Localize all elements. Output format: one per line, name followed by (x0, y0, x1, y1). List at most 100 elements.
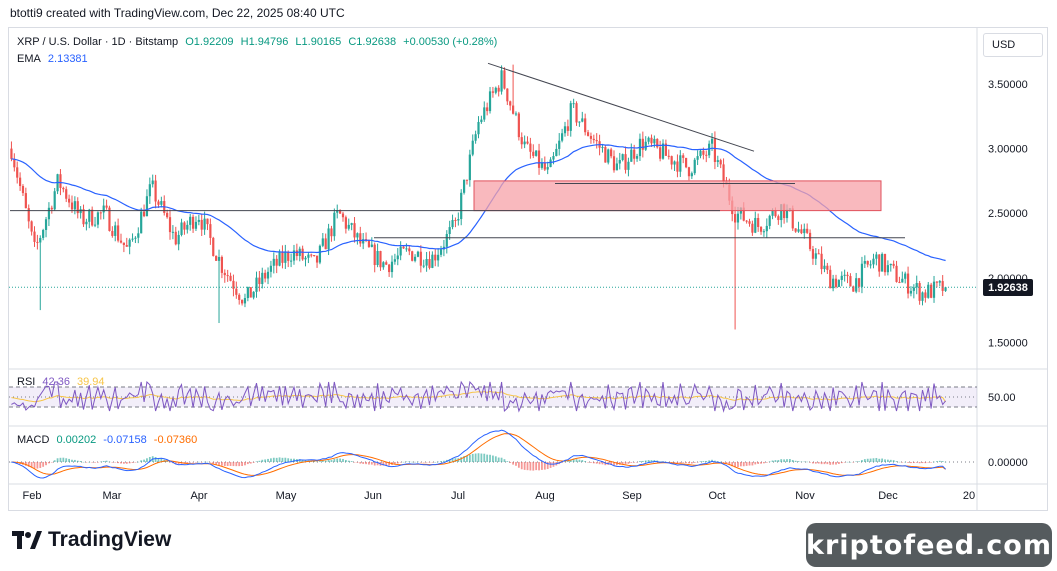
candle-body (661, 143, 665, 159)
macd-histogram-bar (212, 462, 215, 464)
candle-body (653, 138, 656, 144)
macd-histogram-bar (768, 461, 771, 463)
macd-histogram-bar (595, 462, 598, 464)
candle-body (558, 140, 561, 149)
time-axis-label: Aug (535, 490, 555, 502)
macd-histogram-bar (719, 461, 722, 463)
macd-histogram-bar (477, 453, 480, 462)
macd-histogram-bar (696, 462, 699, 463)
macd-histogram-bar (918, 462, 921, 464)
candle-body (339, 210, 342, 214)
macd-histogram-bar (866, 458, 869, 462)
macd-histogram-bar (267, 458, 269, 462)
candle-body (99, 212, 102, 214)
macd-histogram-bar (688, 462, 690, 464)
candle-body (468, 154, 471, 181)
candle-body (82, 209, 85, 225)
candle-body (474, 134, 477, 141)
macd-histogram-bar (817, 462, 820, 464)
candle-body (892, 263, 895, 266)
macd-histogram-bar (630, 462, 633, 463)
time-axis-label: Dec (878, 490, 898, 502)
macd-line-value: -0.07158 (103, 434, 147, 446)
symbol-label[interactable]: XRP / U.S. Dollar · 1D · Bitstamp (17, 36, 179, 48)
macd-histogram-bar (829, 462, 832, 465)
macd-histogram-bar (509, 462, 512, 463)
candle-body (592, 138, 595, 141)
macd-label[interactable]: MACD (17, 434, 50, 446)
macd-histogram-bar (569, 459, 572, 462)
candle-body (44, 219, 48, 230)
candle-body (555, 148, 558, 157)
macd-histogram-bar (186, 462, 189, 464)
rsi-label[interactable]: RSI (17, 376, 36, 388)
macd-histogram-bar (814, 462, 817, 464)
macd-histogram-bar (235, 462, 238, 467)
macd-histogram-bar (659, 461, 662, 462)
candle-body (304, 257, 307, 260)
macd-histogram-bar (146, 458, 148, 462)
currency-button[interactable]: USD (983, 33, 1043, 57)
time-axis-label: Apr (190, 490, 207, 502)
candle-body (119, 240, 123, 243)
rsi-value: 42.36 (42, 376, 70, 388)
tradingview-logo[interactable]: TradingView (12, 528, 171, 552)
candle-body (624, 154, 627, 170)
candle-body (857, 278, 861, 287)
candle-body (278, 252, 281, 266)
candle-body (540, 162, 544, 168)
candle-body (679, 155, 682, 172)
macd-histogram-bar (215, 462, 218, 465)
macd-histogram-bar (872, 458, 875, 462)
ema-label[interactable]: EMA (17, 53, 41, 65)
macd-histogram-bar (783, 459, 786, 462)
candle-body (883, 253, 887, 273)
candle-body (785, 209, 789, 219)
candle-body (376, 251, 379, 266)
candle-body (102, 205, 105, 213)
candle-body (866, 261, 869, 265)
candle-body (546, 167, 549, 170)
price-legend: XRP / U.S. Dollar · 1D · Bitstamp O1.922… (17, 36, 501, 48)
macd-histogram-bar (258, 460, 261, 462)
candle-body (79, 209, 82, 214)
macd-histogram-bar (702, 461, 705, 462)
chart-frame (8, 27, 1048, 511)
macd-histogram-bar (88, 461, 91, 463)
macd-histogram-bar (206, 461, 209, 463)
rsi-ma-value: 39.94 (77, 376, 105, 388)
candle-body (659, 147, 662, 159)
candle-body (330, 228, 333, 237)
macd-histogram-bar (177, 462, 180, 465)
candle-body (388, 264, 391, 273)
macd-histogram-bar (858, 461, 860, 462)
macd-histogram-bar (157, 457, 160, 462)
macd-histogram-bar (27, 462, 30, 467)
candle-body (774, 210, 777, 217)
macd-histogram-bar (223, 462, 226, 466)
macd-histogram-bar (904, 461, 907, 463)
macd-histogram-bar (385, 462, 388, 466)
macd-line (11, 429, 946, 479)
macd-histogram-bar (226, 462, 229, 466)
macd-histogram-bar (497, 457, 500, 462)
macd-histogram-bar (633, 462, 636, 463)
macd-histogram-bar (682, 462, 685, 463)
macd-histogram-bar (232, 462, 235, 467)
candle-body (690, 173, 693, 177)
candle-body (258, 277, 261, 285)
macd-histogram-bar (393, 462, 396, 465)
candle-body (641, 138, 644, 150)
tradingview-logo-text: TradingView (48, 528, 172, 551)
macd-histogram-bar (869, 458, 872, 462)
candle-body (860, 263, 864, 287)
candle-body (295, 250, 298, 257)
candle-body (117, 225, 120, 241)
macd-histogram-bar (97, 462, 99, 463)
macd-histogram-bar (826, 462, 829, 465)
candle-body (829, 269, 832, 289)
candle-body (687, 167, 691, 177)
macd-histogram-bar (76, 460, 79, 462)
macd-legend: MACD 0.00202 -0.07158 -0.07360 (17, 434, 201, 446)
